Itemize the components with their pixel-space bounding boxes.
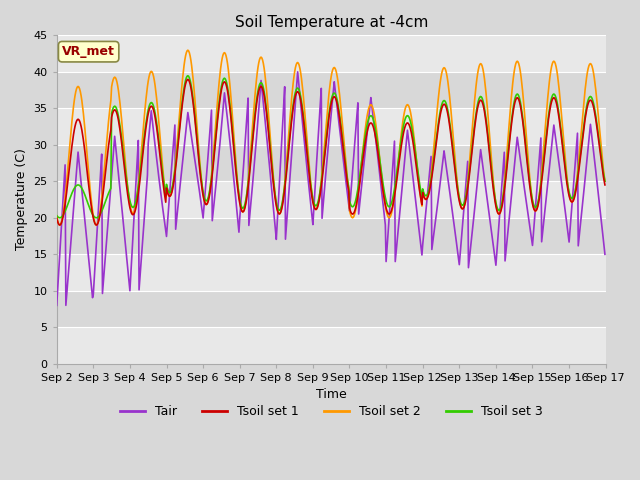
Bar bbox=[57, 327, 605, 364]
Bar bbox=[57, 72, 605, 108]
Bar bbox=[57, 145, 605, 181]
X-axis label: Time: Time bbox=[316, 388, 347, 401]
Bar bbox=[57, 291, 605, 327]
Bar bbox=[57, 218, 605, 254]
Legend: Tair, Tsoil set 1, Tsoil set 2, Tsoil set 3: Tair, Tsoil set 1, Tsoil set 2, Tsoil se… bbox=[115, 400, 547, 423]
Y-axis label: Temperature (C): Temperature (C) bbox=[15, 149, 28, 251]
Title: Soil Temperature at -4cm: Soil Temperature at -4cm bbox=[234, 15, 428, 30]
Bar bbox=[57, 108, 605, 145]
Bar bbox=[57, 254, 605, 291]
Bar bbox=[57, 36, 605, 72]
Bar bbox=[57, 181, 605, 218]
Text: VR_met: VR_met bbox=[62, 45, 115, 58]
